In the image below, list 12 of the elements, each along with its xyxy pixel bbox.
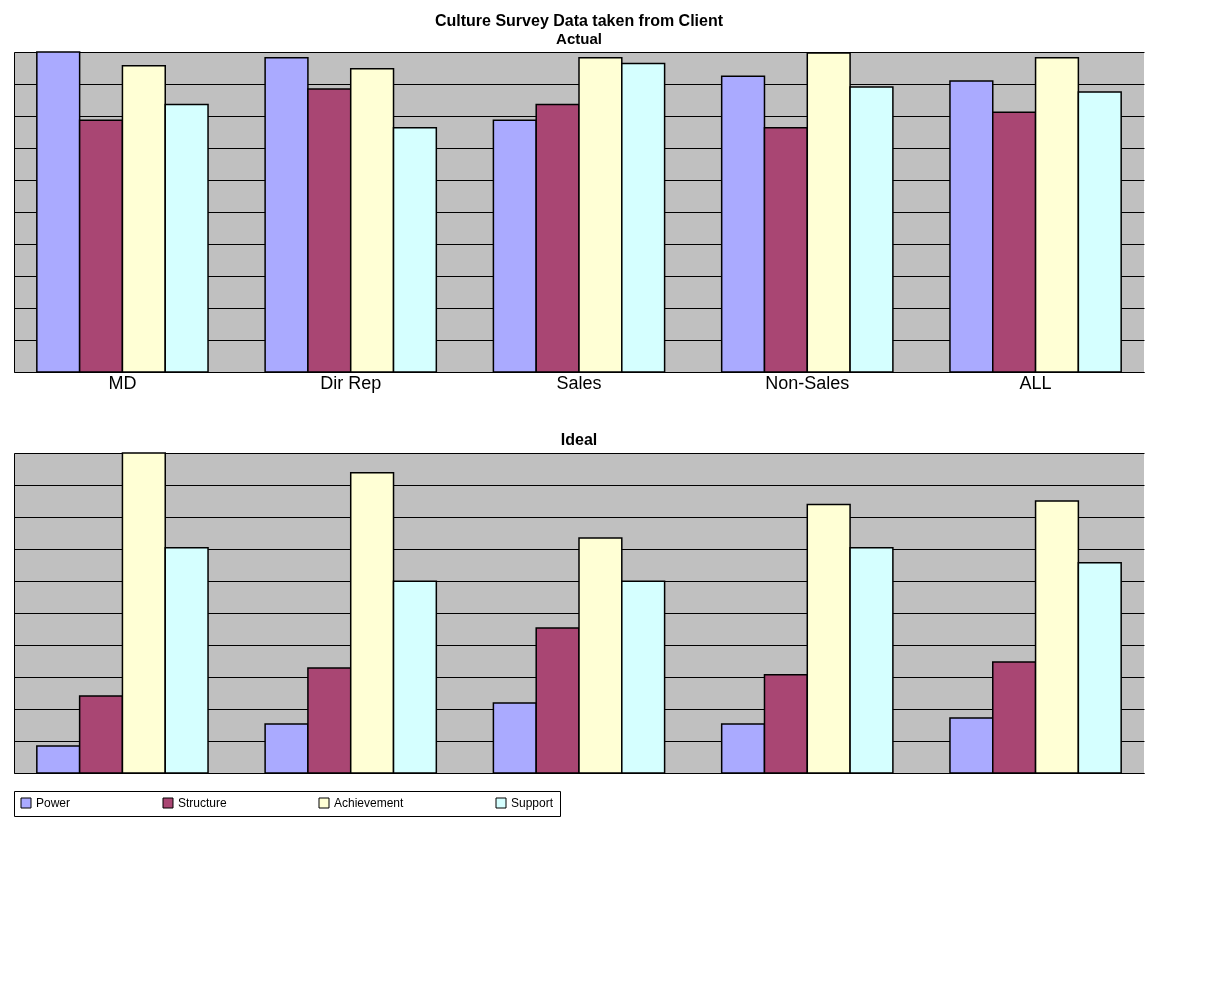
legend-label: Achievement bbox=[334, 796, 405, 810]
chart-title: Culture Survey Data taken from Client bbox=[434, 12, 724, 30]
legend-label: Support bbox=[511, 796, 554, 810]
x-tick-label: Sales bbox=[556, 372, 602, 393]
x-tick-label: Dir Rep bbox=[320, 372, 382, 393]
chart-title: Ideal bbox=[560, 431, 598, 449]
x-tick-label: Non-Sales bbox=[765, 372, 850, 393]
x-tick-label: MD bbox=[108, 372, 137, 393]
legend-label: Structure bbox=[178, 796, 228, 810]
chart-subtitle: Actual bbox=[556, 30, 602, 48]
x-tick-label: ALL bbox=[1019, 372, 1052, 393]
legend-label: Power bbox=[36, 796, 71, 810]
